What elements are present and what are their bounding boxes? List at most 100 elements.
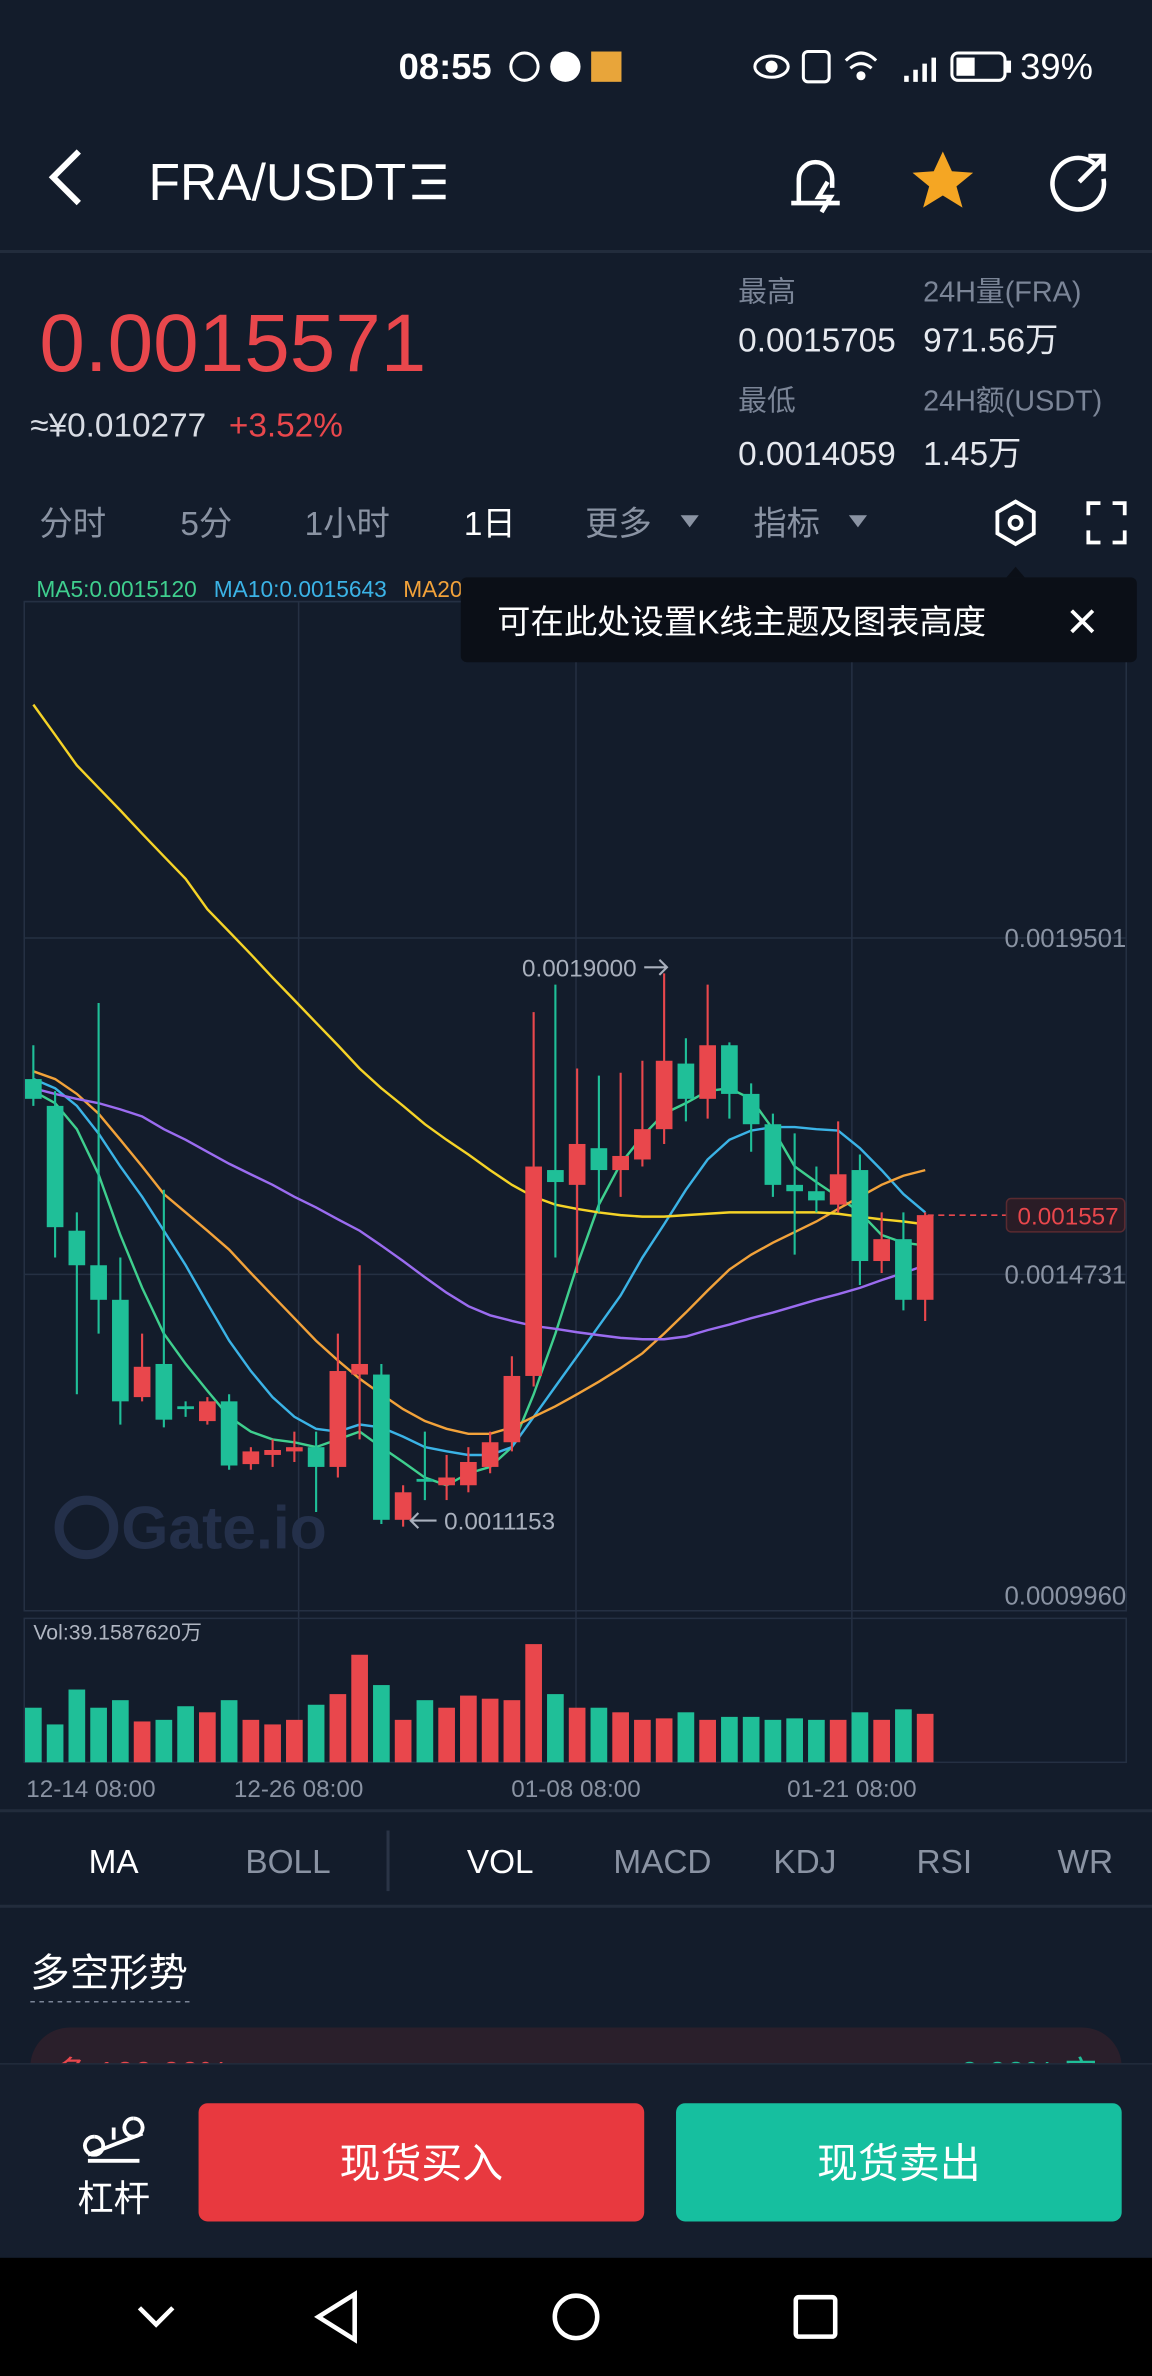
alert-icon[interactable] <box>791 159 840 214</box>
candle-body <box>373 1374 390 1520</box>
volume-bar <box>133 1721 151 1763</box>
tooltip-text: 可在此处设置K线主题及图表高度 <box>497 604 986 641</box>
candle-body <box>742 1093 760 1125</box>
stat-label: 最高 <box>738 277 796 309</box>
volume-bar <box>307 1704 325 1763</box>
volume-bar <box>829 1719 847 1763</box>
indicator-tab[interactable]: KDJ <box>773 1844 836 1881</box>
indicator-tab[interactable]: VOL <box>467 1844 534 1881</box>
volume-bar <box>90 1707 107 1763</box>
volume-bar <box>112 1700 129 1763</box>
nav-back[interactable] <box>314 2290 357 2344</box>
nav-buttons <box>137 2290 838 2344</box>
x-tick-label: 12-14 08:00 <box>26 1776 155 1803</box>
nav-hide[interactable] <box>137 2306 175 2328</box>
sell-label[interactable]: 现货卖出 <box>817 2141 981 2187</box>
candle-body <box>829 1174 847 1205</box>
tooltip-close[interactable] <box>1070 609 1095 634</box>
stat-value: 0.0015705 <box>738 323 896 360</box>
candle-body <box>764 1124 782 1185</box>
candle-body <box>286 1447 303 1452</box>
dropdown-arrows <box>680 515 868 528</box>
buy-label[interactable]: 现货买入 <box>340 2141 504 2187</box>
candle-body <box>329 1371 347 1467</box>
ma-line <box>32 1070 926 1435</box>
candle-body <box>25 1079 42 1099</box>
volume-bar <box>177 1706 194 1763</box>
legend-entry: MA5:0.0015120 <box>36 576 196 602</box>
volume-bar <box>46 1724 64 1763</box>
candle-body <box>438 1477 455 1486</box>
candle-body <box>307 1447 325 1467</box>
candle-body <box>220 1401 238 1466</box>
nav-recent[interactable] <box>793 2294 838 2339</box>
volume-bar <box>895 1709 912 1763</box>
candle-body <box>416 1478 434 1482</box>
sell-button[interactable] <box>676 2103 1122 2222</box>
volume-bar <box>264 1724 281 1763</box>
volume-bar <box>547 1694 564 1763</box>
indicator-tab[interactable]: BOLL <box>245 1844 330 1881</box>
volume-bar <box>786 1718 803 1763</box>
candle-body <box>199 1401 216 1422</box>
watermark-logo <box>54 1495 119 1560</box>
stat-label: 24H额(USDT) <box>923 386 1102 418</box>
candle-body <box>677 1063 695 1099</box>
volume-bar <box>764 1719 782 1763</box>
volume-bar <box>568 1707 586 1763</box>
stat-value: 1.45万 <box>923 436 1021 473</box>
volume-bar <box>481 1698 499 1763</box>
nav-home[interactable] <box>552 2293 600 2341</box>
volume-bar <box>590 1707 608 1763</box>
indicator-tab[interactable]: WR <box>1058 1844 1114 1881</box>
volume-bar <box>699 1719 716 1763</box>
candle-body <box>503 1375 521 1443</box>
leverage-icon[interactable] <box>83 2116 145 2163</box>
last-price-tag <box>1005 1197 1126 1233</box>
price-change: +3.52% <box>229 407 343 444</box>
interval-tab[interactable]: 指标 <box>753 506 820 543</box>
indicator-tab[interactable]: RSI <box>917 1844 973 1881</box>
watermark: Gate.io <box>121 1494 326 1562</box>
nav-bar <box>0 2257 1152 2376</box>
volume-bar <box>460 1695 477 1763</box>
volume-bar <box>808 1719 825 1763</box>
candle-body <box>351 1363 368 1375</box>
pair-title[interactable]: FRA/USDT <box>149 153 407 211</box>
x-tick-label: 01-08 08:00 <box>511 1776 640 1803</box>
back-button[interactable] <box>48 149 81 206</box>
y-tick-label: 0.0009960 <box>1004 1583 1126 1611</box>
candle-body <box>394 1492 412 1520</box>
stat-value: 0.0014059 <box>738 436 896 473</box>
volume-bar <box>721 1716 738 1763</box>
candle-body <box>851 1170 869 1262</box>
volume-bar <box>68 1689 86 1763</box>
indicator-tab[interactable]: MACD <box>613 1844 711 1881</box>
volume-bar <box>155 1719 173 1763</box>
last-price: 0.0015571 <box>39 298 426 389</box>
interval-tab[interactable]: 5分 <box>180 506 232 543</box>
candle-body <box>655 1060 673 1130</box>
fullscreen-icon[interactable] <box>1086 501 1127 545</box>
indicator-tab[interactable]: MA <box>89 1844 140 1881</box>
interval-tab[interactable]: 1小时 <box>305 506 390 543</box>
interval-tab[interactable]: 1日 <box>464 506 516 543</box>
high-annotation: 0.0019000 <box>522 955 637 982</box>
favorite-star[interactable] <box>912 151 974 208</box>
interval-tab[interactable]: 分时 <box>39 506 106 543</box>
ma-line <box>32 703 926 1226</box>
high-arrow <box>644 958 669 976</box>
status-time: 08:55 <box>399 46 492 87</box>
candle-body <box>133 1366 151 1398</box>
chart-settings-icon[interactable] <box>995 499 1036 547</box>
share-icon[interactable] <box>1050 153 1107 212</box>
ma-line <box>33 1087 926 1341</box>
interval-tab[interactable]: 更多 <box>585 506 652 543</box>
candle-body <box>177 1406 194 1410</box>
pair-menu-icon[interactable] <box>412 164 446 200</box>
volume-bar <box>416 1700 434 1763</box>
leverage-label[interactable]: 杠杆 <box>77 2178 150 2219</box>
volume-bar <box>286 1719 303 1763</box>
buy-button[interactable] <box>198 2103 645 2222</box>
